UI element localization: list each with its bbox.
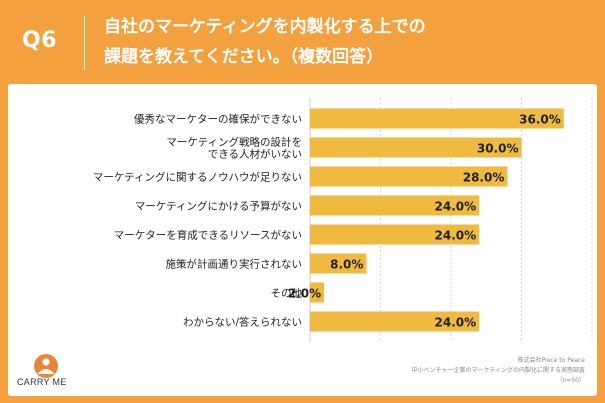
title-line-2: 課題を教えてください。（複数回答） [104,47,384,67]
page-title: 自社のマーケティングを内製化する上での 課題を教えてください。（複数回答） [104,12,584,72]
bar [310,311,480,332]
bar [310,137,522,158]
carry-me-logo-icon [34,354,58,378]
bar-chart: 36.0% 優秀なマーケターの確保ができない 30.0% マーケティング戦略の設計をで… [93,98,593,342]
category-label: マーケティングにかける予算がない [135,200,302,213]
category-label: マーケティング戦略の設計を [166,136,302,149]
source-line-3: （n=50） [556,377,585,384]
bar [310,253,367,274]
question-label: Q6 [22,28,58,53]
category-label: できる人材がいない [208,148,302,161]
data-label: 36.0% [519,113,561,127]
bar [310,282,325,303]
logo-text: CARRY ME [17,377,67,387]
category-label: その他 [271,287,303,300]
data-label: 8.0% [330,258,363,272]
data-label: 24.0% [435,316,477,330]
data-label: 24.0% [435,229,477,243]
data-label: 30.0% [477,142,519,156]
bar [310,108,564,129]
source-note: 株式会社Piece to Peace 中小ベンチャー企業のマーケティングの内製化… [412,356,585,386]
chart-card: 36.0% 優秀なマーケターの確保ができない 30.0% マーケティング戦略の設計をで… [8,84,597,396]
header-divider [84,16,85,70]
data-label: 28.0% [463,171,505,185]
data-label: 2.0% [288,287,321,301]
category-label: 優秀なマーケターの確保ができない [134,113,302,126]
source-line-2: 中小ベンチャー企業のマーケティングの内製化に関する実態調査 [411,367,585,374]
bar [310,166,508,187]
category-label: マーケティングに関するノウハウが足りない [93,171,302,184]
bar [310,195,480,216]
category-label: わからない/答えられない [183,316,302,329]
header: Q6 自社のマーケティングを内製化する上での 課題を教えてください。（複数回答） [0,0,605,82]
bar [310,224,480,245]
source-line-1: 株式会社Piece to Peace [517,357,585,364]
title-line-1: 自社のマーケティングを内製化する上での [104,17,426,37]
category-label: マーケターを育成できるリソースがない [114,229,302,242]
data-label: 24.0% [435,200,477,214]
category-label: 施策が計画通り実行されない [166,258,303,271]
